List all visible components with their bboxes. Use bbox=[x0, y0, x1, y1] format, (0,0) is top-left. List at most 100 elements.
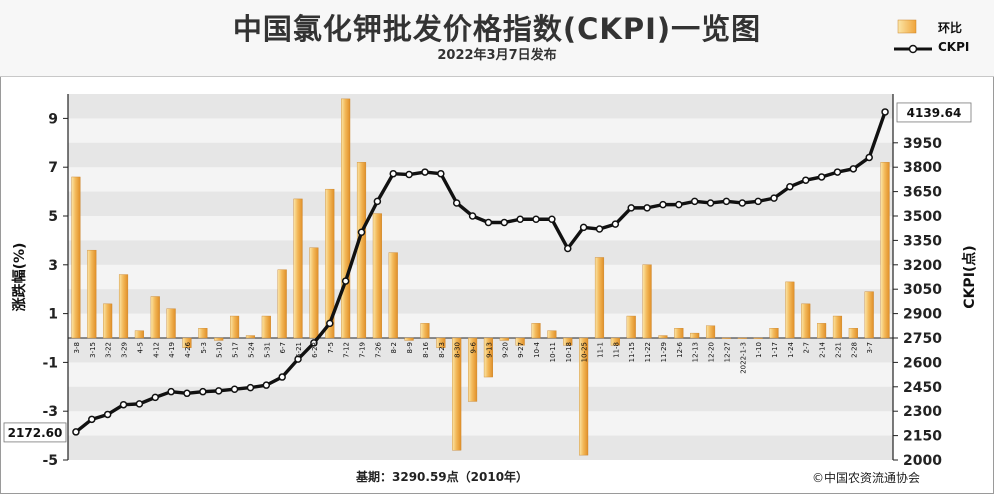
bar bbox=[87, 249, 97, 339]
bar bbox=[245, 335, 256, 339]
bar bbox=[372, 213, 382, 339]
x-tick-label: 8-16 bbox=[422, 341, 430, 357]
legend-line-label: CKPI bbox=[938, 40, 970, 54]
x-tick-label: 7-19 bbox=[359, 342, 367, 358]
ckpi-marker bbox=[500, 218, 509, 227]
bar bbox=[880, 162, 890, 339]
bar bbox=[356, 162, 367, 339]
right-tick-label: 2450 bbox=[903, 380, 942, 396]
x-tick-label: 4-5 bbox=[136, 342, 144, 353]
right-axis-title: CKPI(点) bbox=[961, 245, 978, 308]
ckpi-marker bbox=[865, 153, 873, 162]
right-tick-label: 2150 bbox=[903, 429, 942, 445]
grid-band bbox=[68, 289, 893, 314]
x-tick-label: 7-5 bbox=[327, 342, 335, 353]
x-tick-label: 5-10 bbox=[216, 342, 224, 358]
bar bbox=[293, 198, 303, 339]
bar bbox=[594, 257, 605, 339]
bar bbox=[832, 315, 843, 339]
ckpi-marker bbox=[801, 176, 810, 184]
ckpi-marker bbox=[135, 400, 144, 408]
ckpi-marker bbox=[357, 228, 366, 237]
left-tick-label: -3 bbox=[42, 404, 58, 420]
bar bbox=[452, 337, 462, 451]
ckpi-marker bbox=[849, 165, 858, 173]
x-tick-label: 2-21 bbox=[834, 342, 842, 358]
bar bbox=[166, 308, 176, 339]
x-tick-label: 6-28 bbox=[311, 342, 319, 358]
bar bbox=[420, 323, 430, 339]
x-tick-label: 8-23 bbox=[438, 342, 446, 358]
x-tick-label: 10-11 bbox=[549, 342, 557, 362]
x-tick-label: 8-9 bbox=[406, 342, 414, 353]
ckpi-marker bbox=[214, 387, 223, 395]
bar bbox=[547, 330, 557, 339]
ckpi-marker bbox=[437, 169, 445, 178]
bar bbox=[801, 303, 811, 339]
ckpi-marker bbox=[579, 223, 588, 232]
bar bbox=[642, 264, 652, 339]
x-tick-label: 3-29 bbox=[121, 342, 129, 358]
ckpi-marker bbox=[88, 415, 96, 424]
ckpi-marker bbox=[706, 199, 715, 207]
right-tick-label: 2000 bbox=[903, 453, 942, 469]
bar bbox=[626, 315, 636, 339]
x-tick-label: 6-7 bbox=[279, 342, 287, 353]
x-tick-label: 8-30 bbox=[454, 342, 462, 358]
bar bbox=[515, 337, 525, 346]
ckpi-marker bbox=[262, 381, 271, 389]
bar bbox=[277, 269, 287, 339]
ckpi-marker bbox=[468, 212, 477, 220]
x-tick-label: 3-7 bbox=[866, 342, 874, 353]
bar bbox=[230, 315, 240, 339]
x-tick-label: 5-3 bbox=[200, 342, 208, 353]
ckpi-marker bbox=[643, 204, 651, 212]
x-tick-label: 2-7 bbox=[803, 342, 811, 353]
x-tick-label: 8-2 bbox=[390, 342, 398, 353]
legend-bar-label: 环比 bbox=[938, 21, 963, 35]
ckpi-marker bbox=[183, 389, 191, 398]
ckpi-marker bbox=[516, 215, 524, 224]
bar bbox=[134, 330, 144, 339]
bar bbox=[499, 337, 509, 341]
x-tick-label: 6-21 bbox=[295, 342, 303, 358]
grid-band bbox=[68, 240, 893, 265]
left-tick-label: 5 bbox=[48, 209, 58, 225]
right-tick-label: 3950 bbox=[903, 136, 942, 152]
x-tick-label: 3-8 bbox=[73, 342, 81, 353]
right-tick-label: 2750 bbox=[903, 331, 942, 347]
bar bbox=[325, 188, 335, 339]
ckpi-marker bbox=[199, 387, 207, 396]
bar bbox=[848, 328, 858, 339]
chart-header: 中国氯化钾批发价格指数(CKPI)一览图 2022年3月7日发布 环比 CKPI bbox=[0, 0, 994, 77]
bar bbox=[705, 325, 716, 339]
bar bbox=[563, 337, 573, 346]
bar bbox=[769, 328, 779, 339]
chart-subtitle: 2022年3月7日发布 bbox=[437, 48, 557, 63]
ckpi-marker bbox=[881, 108, 889, 116]
x-tick-label: 1-17 bbox=[771, 342, 779, 358]
bar-series bbox=[71, 98, 890, 456]
bar bbox=[436, 337, 446, 348]
grid-band bbox=[68, 386, 893, 412]
bar bbox=[214, 337, 224, 341]
bar bbox=[150, 296, 160, 339]
ckpi-marker bbox=[754, 197, 762, 206]
bar bbox=[71, 176, 81, 339]
bar bbox=[753, 337, 763, 339]
ckpi-marker bbox=[659, 200, 667, 209]
ckpi-marker bbox=[167, 387, 175, 396]
x-tick-label: 11-15 bbox=[628, 342, 636, 362]
ckpi-marker bbox=[770, 194, 778, 202]
left-tick-label: 3 bbox=[48, 258, 58, 274]
bar bbox=[658, 335, 668, 339]
copyright-note: ©中国农资流通协会 bbox=[812, 471, 921, 485]
x-tick-label: 2-28 bbox=[850, 342, 858, 358]
x-tick-label: 7-12 bbox=[343, 342, 351, 358]
x-tick-label: 12-20 bbox=[708, 342, 716, 362]
ckpi-marker bbox=[786, 182, 794, 191]
x-tick-label: 4-19 bbox=[168, 342, 176, 358]
ckpi-marker bbox=[722, 197, 731, 206]
ckpi-marker bbox=[548, 215, 556, 224]
